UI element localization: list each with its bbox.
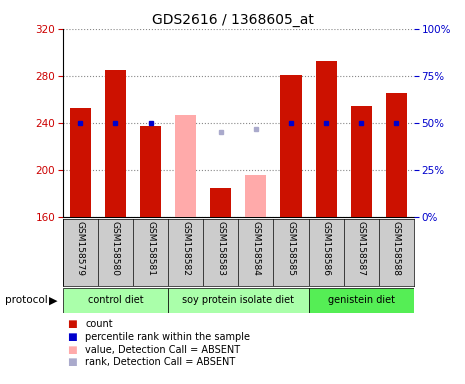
- Text: GSM158584: GSM158584: [252, 221, 260, 276]
- Text: GDS2616 / 1368605_at: GDS2616 / 1368605_at: [152, 13, 313, 27]
- Text: ■: ■: [67, 345, 77, 355]
- Text: GSM158585: GSM158585: [286, 221, 295, 276]
- Bar: [168, 288, 309, 313]
- Bar: [386, 93, 407, 217]
- Text: genistein diet: genistein diet: [328, 295, 395, 306]
- Bar: [63, 288, 168, 313]
- Text: percentile rank within the sample: percentile rank within the sample: [85, 332, 250, 342]
- Bar: [351, 106, 372, 217]
- Text: ■: ■: [67, 358, 77, 367]
- Text: protocol: protocol: [5, 295, 47, 306]
- Bar: [280, 74, 301, 217]
- Bar: [105, 70, 126, 217]
- Bar: [309, 288, 414, 313]
- Text: ■: ■: [67, 332, 77, 342]
- Text: GSM158583: GSM158583: [216, 221, 225, 276]
- Text: value, Detection Call = ABSENT: value, Detection Call = ABSENT: [85, 345, 240, 355]
- Text: ■: ■: [67, 319, 77, 329]
- Text: GSM158581: GSM158581: [146, 221, 155, 276]
- Bar: [175, 115, 196, 217]
- Text: GSM158582: GSM158582: [181, 221, 190, 276]
- Text: GSM158579: GSM158579: [76, 221, 85, 276]
- Bar: [210, 187, 231, 217]
- Text: control diet: control diet: [87, 295, 143, 306]
- Text: GSM158587: GSM158587: [357, 221, 365, 276]
- Text: soy protein isolate diet: soy protein isolate diet: [182, 295, 294, 306]
- Bar: [140, 126, 161, 217]
- Text: GSM158588: GSM158588: [392, 221, 401, 276]
- Text: count: count: [85, 319, 113, 329]
- Bar: [316, 61, 337, 217]
- Text: GSM158586: GSM158586: [322, 221, 331, 276]
- Text: rank, Detection Call = ABSENT: rank, Detection Call = ABSENT: [85, 358, 235, 367]
- Text: GSM158580: GSM158580: [111, 221, 120, 276]
- Bar: [246, 175, 266, 217]
- Text: ▶: ▶: [49, 295, 58, 306]
- Bar: [70, 108, 91, 217]
